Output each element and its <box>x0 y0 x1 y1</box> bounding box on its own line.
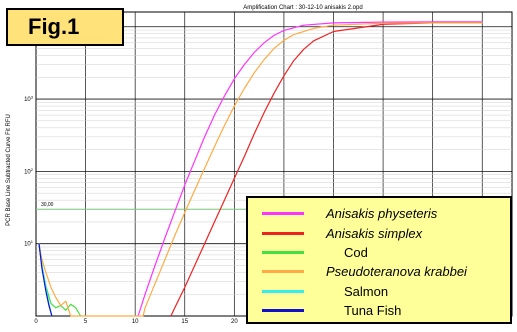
legend-item-tuna-fish: Tuna Fish <box>262 301 401 319</box>
series-line-tuna-fish <box>38 243 53 317</box>
y-tick-label: 101 <box>24 239 34 248</box>
threshold-label: 30,00 <box>41 202 54 208</box>
legend-item-pseudoteranova-krabbei: Pseudoteranova krabbei <box>262 262 467 280</box>
series-layer <box>38 21 483 317</box>
series-line-anisakis-simplex <box>170 22 483 317</box>
y-tick-label: 102 <box>24 167 34 176</box>
legend-label: Pseudoteranova krabbei <box>326 263 467 279</box>
y-axis-label: PCR Base Line Subtracted Curve Fit RFU <box>6 114 12 226</box>
x-tick-label: 0 <box>34 319 38 325</box>
legend-label: Anisakis physeteris <box>326 205 438 221</box>
x-tick-label: 5 <box>84 319 88 325</box>
figure-label: Fig.1 <box>28 14 80 39</box>
legend-label: Cod <box>344 244 368 260</box>
x-tick-label: 10 <box>132 319 139 325</box>
legend-label: Anisakis simplex <box>326 225 423 241</box>
legend: Anisakis physeteris Anisakis simplex Cod… <box>246 196 512 324</box>
legend-swatch-pseudoteranova-krabbei <box>262 269 304 273</box>
figure-label-box: Fig.1 <box>6 8 124 46</box>
legend-swatch-anisakis-physeteris <box>262 211 304 215</box>
series-line-anisakis-physeteris <box>137 21 483 317</box>
legend-item-anisakis-simplex: Anisakis simplex <box>262 224 422 242</box>
series-line-pseudoteranova-krabbei <box>38 22 483 317</box>
legend-item-anisakis-physeteris: Anisakis physeteris <box>262 204 437 222</box>
legend-swatch-anisakis-simplex <box>262 231 304 235</box>
legend-swatch-tuna-fish <box>262 308 304 312</box>
legend-swatch-cod <box>262 250 304 254</box>
legend-label: Tuna Fish <box>344 302 402 318</box>
x-tick-label: 20 <box>231 319 238 325</box>
legend-item-salmon: Salmon <box>262 282 388 300</box>
legend-item-cod: Cod <box>262 243 368 261</box>
chart-title: Amplification Chart : 30-12-10 anisakis … <box>243 5 362 11</box>
x-tick-label: 15 <box>181 319 188 325</box>
y-tick-label: 103 <box>24 95 34 104</box>
legend-swatch-salmon <box>262 289 304 293</box>
legend-label: Salmon <box>344 283 389 299</box>
